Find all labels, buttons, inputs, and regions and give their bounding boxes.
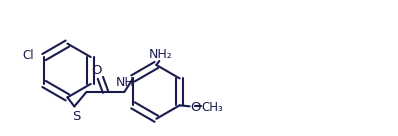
Text: Cl: Cl (22, 49, 34, 61)
Text: NH₂: NH₂ (148, 48, 172, 61)
Text: O: O (91, 64, 101, 77)
Text: NH: NH (116, 76, 135, 89)
Text: O: O (190, 101, 201, 114)
Text: S: S (72, 110, 80, 123)
Text: CH₃: CH₃ (201, 101, 223, 114)
